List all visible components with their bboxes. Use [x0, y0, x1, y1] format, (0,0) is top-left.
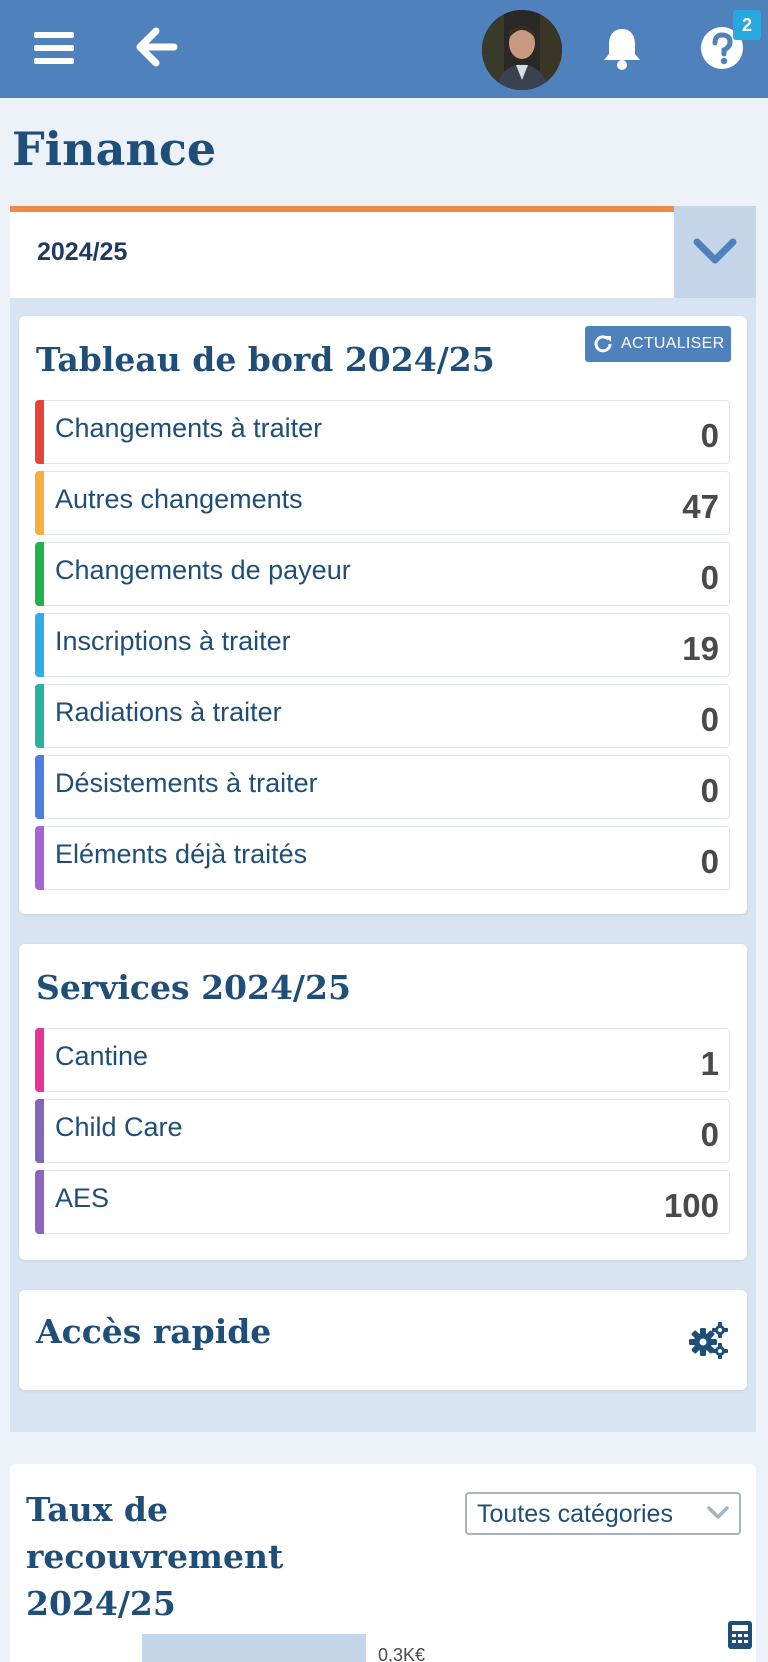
- row-count: 19: [682, 630, 719, 667]
- row-count: 1: [700, 1045, 719, 1082]
- refresh-icon: [594, 335, 612, 353]
- status-color-bar: [35, 613, 44, 677]
- quick-access-card: Accès rapide: [19, 1290, 747, 1390]
- status-color-bar: [35, 826, 44, 890]
- status-color-bar: [35, 684, 44, 748]
- row-label: Child Care: [55, 1112, 183, 1142]
- row-count: 0: [700, 559, 719, 596]
- dashboard-row-changements-a-traiter[interactable]: Changements à traiter 0: [35, 400, 730, 464]
- refresh-button[interactable]: ACTUALISER: [585, 326, 731, 362]
- row-count: 0: [700, 701, 719, 738]
- back-arrow-icon[interactable]: [132, 22, 182, 72]
- row-label: Inscriptions à traiter: [55, 626, 291, 656]
- recovery-card: Taux de recouvrement 2024/25 Toutes caté…: [10, 1464, 756, 1662]
- row-count: 0: [700, 772, 719, 809]
- dashboard-row-elements-deja-traites[interactable]: Eléments déjà traités 0: [35, 826, 730, 890]
- row-count: 0: [700, 843, 719, 880]
- status-color-bar: [35, 1170, 44, 1234]
- dashboard-row-autres-changements[interactable]: Autres changements 47: [35, 471, 730, 535]
- category-select[interactable]: Toutes catégories: [465, 1492, 741, 1535]
- page-title: Finance: [12, 122, 217, 176]
- recovery-title: Taux de recouvrement 2024/25: [26, 1490, 284, 1623]
- dashboard-title: Tableau de bord 2024/25: [36, 340, 495, 379]
- row-label: AES: [55, 1183, 110, 1213]
- menu-icon[interactable]: [30, 24, 78, 72]
- chevron-down-icon: [707, 1506, 729, 1519]
- row-label: Autres changements: [55, 484, 303, 514]
- quick-access-title: Accès rapide: [36, 1312, 272, 1351]
- chart-bar: [142, 1634, 366, 1662]
- category-select-value: Toutes catégories: [477, 1500, 673, 1528]
- dashboard-row-changements-de-payeur[interactable]: Changements de payeur 0: [35, 542, 730, 606]
- row-count: 47: [682, 488, 719, 525]
- year-selector-value: 2024/25: [37, 238, 128, 266]
- row-count: 0: [700, 417, 719, 454]
- year-selector[interactable]: 2024/25: [10, 206, 756, 298]
- avatar[interactable]: [482, 10, 562, 90]
- chevron-down-icon: [693, 238, 737, 264]
- status-color-bar: [35, 542, 44, 606]
- chart-tick-label: 0,3K€: [378, 1645, 426, 1662]
- service-row-cantine[interactable]: Cantine 1: [35, 1028, 730, 1092]
- row-label: Changements à traiter: [55, 413, 323, 443]
- status-color-bar: [35, 400, 44, 464]
- help-icon[interactable]: [694, 20, 750, 76]
- dashboard-row-desistements-a-traiter[interactable]: Désistements à traiter 0: [35, 755, 730, 819]
- service-row-child-care[interactable]: Child Care 0: [35, 1099, 730, 1163]
- row-count: 100: [663, 1187, 719, 1224]
- status-color-bar: [35, 755, 44, 819]
- status-color-bar: [35, 1099, 44, 1163]
- status-color-bar: [35, 1028, 44, 1092]
- calculator-icon[interactable]: [726, 1620, 754, 1650]
- year-dropdown-button[interactable]: [674, 206, 756, 298]
- row-count: 0: [700, 1116, 719, 1153]
- row-label: Désistements à traiter: [55, 768, 318, 798]
- dashboard-row-inscriptions-a-traiter[interactable]: Inscriptions à traiter 19: [35, 613, 730, 677]
- services-card: Services 2024/25 Cantine 1 Child Care 0 …: [19, 944, 747, 1260]
- top-bar: [0, 0, 768, 98]
- notification-badge: 2: [733, 10, 761, 40]
- dashboard-card: Tableau de bord 2024/25 ACTUALISER Chang…: [19, 316, 747, 914]
- service-row-aes[interactable]: AES 100: [35, 1170, 730, 1234]
- row-label: Changements de payeur: [55, 555, 351, 585]
- row-label: Eléments déjà traités: [55, 839, 308, 869]
- services-title: Services 2024/25: [36, 968, 351, 1007]
- row-label: Radiations à traiter: [55, 697, 282, 727]
- refresh-button-label: ACTUALISER: [621, 335, 725, 352]
- dashboard-row-radiations-a-traiter[interactable]: Radiations à traiter 0: [35, 684, 730, 748]
- bell-icon[interactable]: [594, 20, 650, 76]
- status-color-bar: [35, 471, 44, 535]
- gears-icon[interactable]: [687, 1320, 729, 1360]
- row-label: Cantine: [55, 1041, 149, 1071]
